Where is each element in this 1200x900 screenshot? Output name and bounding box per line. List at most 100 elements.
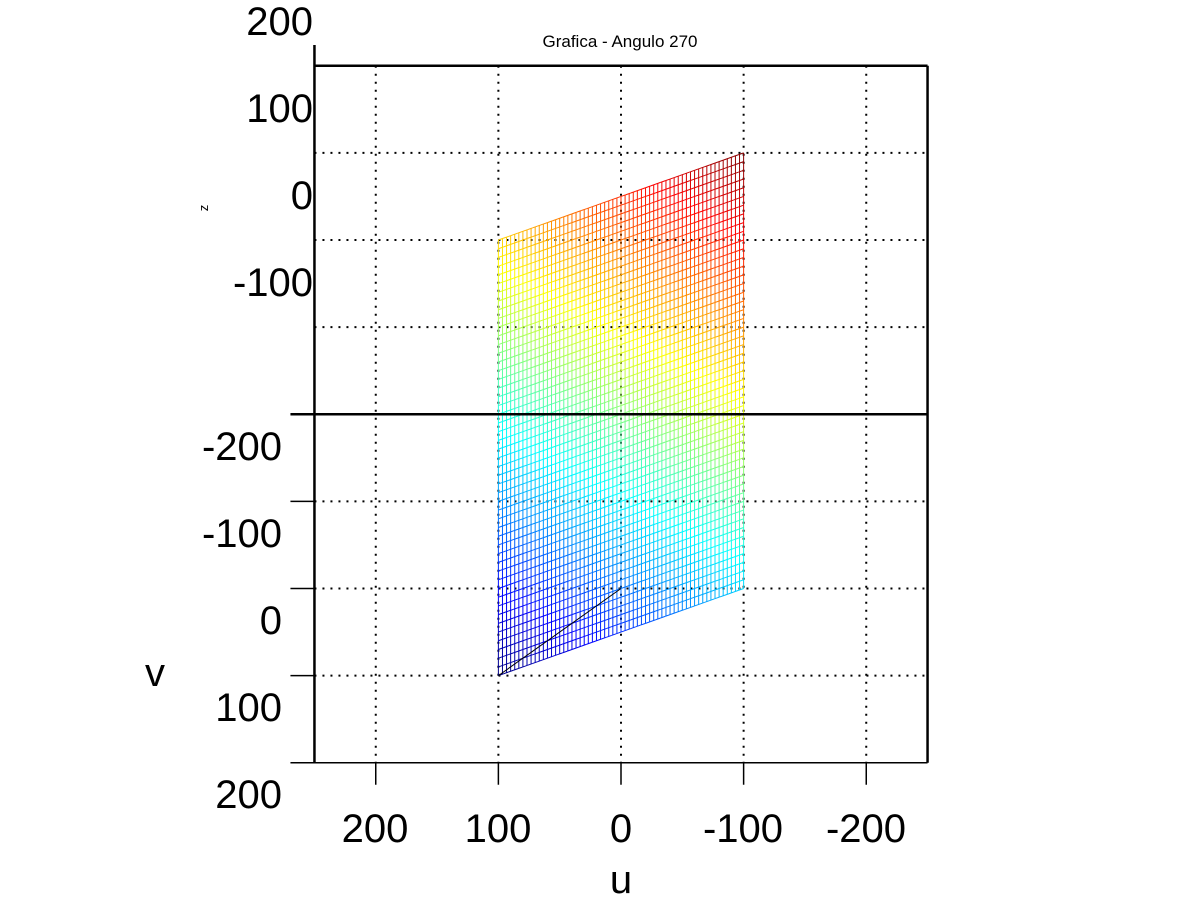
mesh-segment <box>581 452 587 455</box>
mesh-segment <box>640 492 646 495</box>
mesh-segment <box>522 629 528 633</box>
mesh-segment <box>512 441 519 445</box>
mesh-segment <box>571 507 578 511</box>
mesh-segment <box>532 617 538 621</box>
mesh-segment <box>733 563 739 567</box>
mesh-segment <box>694 464 700 468</box>
mesh-segment <box>640 457 646 461</box>
mesh-segment <box>674 392 681 396</box>
mesh-segment <box>547 629 553 633</box>
mesh-segment <box>527 436 533 440</box>
mesh-segment <box>537 363 543 366</box>
mesh-segment <box>512 581 519 584</box>
mesh-segment <box>601 419 607 422</box>
mesh-segment <box>635 415 641 419</box>
mesh-segment <box>684 310 690 314</box>
mesh-segment <box>615 370 622 373</box>
mesh-segment <box>581 330 587 333</box>
mesh-segment <box>650 410 656 413</box>
mesh-segment <box>571 481 578 485</box>
mesh-segment <box>566 457 573 461</box>
mesh-segment <box>615 605 622 609</box>
mesh-segment <box>684 511 690 515</box>
mesh-segment <box>571 551 578 555</box>
mesh-segment <box>640 579 646 583</box>
mesh-segment <box>498 394 504 398</box>
mesh-segment <box>664 518 671 522</box>
mesh-segment <box>611 485 617 488</box>
mesh-segment <box>689 535 695 539</box>
mesh-segment <box>723 314 730 318</box>
mesh-segment <box>512 406 519 410</box>
mesh-segment <box>684 319 690 323</box>
mesh-segment <box>645 351 651 354</box>
mesh-segment <box>615 405 622 408</box>
mesh-segment <box>630 373 636 377</box>
mesh-segment <box>655 382 661 386</box>
mesh-segment <box>718 272 725 276</box>
mesh-segment <box>566 544 573 548</box>
mesh-segment <box>517 457 524 461</box>
mesh-segment <box>537 371 543 375</box>
mesh-segment <box>503 340 509 344</box>
mesh-segment <box>611 432 617 436</box>
mesh-segment <box>537 432 543 436</box>
mesh-segment <box>655 391 661 394</box>
mesh-segment <box>679 321 685 325</box>
mesh-segment <box>508 626 514 630</box>
mesh-segment <box>571 568 578 572</box>
mesh-segment <box>503 375 509 379</box>
mesh-segment <box>571 534 578 537</box>
mesh-segment <box>689 466 695 469</box>
mesh-segment <box>527 471 533 474</box>
mesh-segment <box>625 514 631 518</box>
mesh-segment <box>728 443 734 447</box>
mesh-segment <box>704 277 710 281</box>
mesh-segment <box>508 582 514 586</box>
mesh-segment <box>552 497 558 501</box>
mesh-segment <box>704 600 710 603</box>
mesh-segment <box>694 446 700 450</box>
mesh-segment <box>689 283 695 286</box>
mesh-segment <box>615 622 622 626</box>
mesh-segment <box>571 603 578 607</box>
mesh-segment <box>527 593 533 596</box>
mesh-segment <box>625 471 631 474</box>
mesh-segment <box>601 366 607 370</box>
mesh-segment <box>650 340 656 344</box>
mesh-segment <box>596 446 602 450</box>
mesh-segment <box>738 527 744 530</box>
mesh-segment <box>699 297 705 300</box>
mesh-segment <box>625 593 631 596</box>
mesh-segment <box>635 537 641 541</box>
mesh-segment <box>704 399 710 403</box>
mesh-segment <box>508 669 514 673</box>
mesh-segment <box>552 628 558 631</box>
mesh-segment <box>704 330 710 333</box>
mesh-segment <box>537 528 543 532</box>
mesh-segment <box>635 354 641 358</box>
mesh-segment <box>576 471 582 474</box>
mesh-segment <box>596 612 602 616</box>
mesh-segment <box>571 333 578 337</box>
mesh-segment <box>635 467 641 471</box>
mesh-segment <box>503 636 509 640</box>
mesh-segment <box>625 331 631 335</box>
mesh-segment <box>557 556 563 560</box>
mesh-segment <box>704 452 710 455</box>
mesh-segment <box>547 368 553 372</box>
mesh-segment <box>537 328 543 332</box>
mesh-segment <box>684 520 690 523</box>
mesh-segment <box>615 631 622 635</box>
mesh-segment <box>576 610 582 614</box>
mesh-segment <box>733 432 739 436</box>
mesh-segment <box>591 378 597 382</box>
mesh-segment <box>674 427 681 431</box>
mesh-segment <box>669 577 676 581</box>
mesh-segment <box>650 601 656 605</box>
mesh-segment <box>508 661 514 664</box>
mesh-segment <box>566 422 573 426</box>
mesh-segment <box>714 535 720 539</box>
mesh-segment <box>660 520 666 523</box>
mesh-segment <box>714 553 720 556</box>
